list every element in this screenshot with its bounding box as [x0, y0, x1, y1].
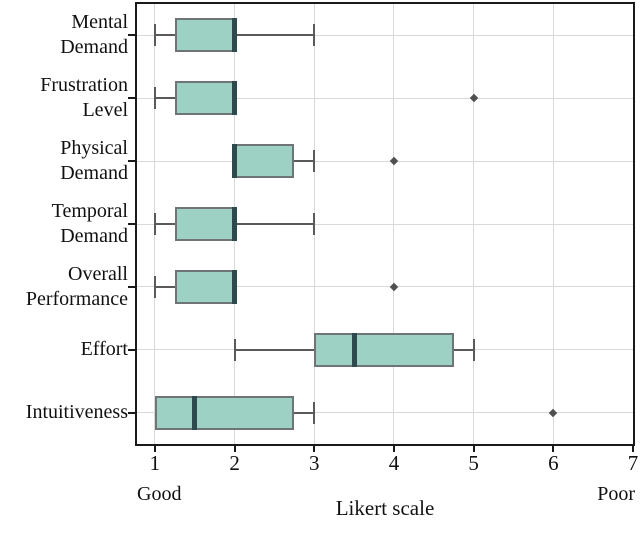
box-physical-demand: [234, 144, 295, 179]
whisker-cap-high-effort: [472, 338, 475, 361]
category-label-frustration-level: Frustration Level: [40, 74, 128, 122]
plot-area: [135, 2, 635, 446]
median-frustration-level: [232, 81, 238, 116]
plot-inner: [137, 4, 633, 444]
whisker-cap-low-frustration-level: [153, 87, 156, 110]
x-axis-title: Likert scale: [335, 496, 435, 520]
median-effort: [351, 332, 357, 367]
box-temporal-demand: [174, 207, 235, 241]
whisker-cap-high-mental-demand: [313, 24, 316, 47]
whisker-cap-low-temporal-demand: [153, 213, 156, 235]
x-tick-mark-6: [552, 446, 555, 452]
x-tick-label-6: 6: [548, 451, 559, 475]
box-intuitiveness: [154, 395, 295, 430]
median-physical-demand: [232, 144, 238, 179]
category-label-mental-demand: Mental Demand: [60, 11, 128, 59]
x-tick-mark-3: [313, 446, 316, 452]
whisker-cap-low-overall-performance: [153, 275, 156, 298]
box-overall-performance: [174, 269, 235, 304]
gridline-horizontal-temporal-demand: [137, 223, 633, 225]
gridline-horizontal-intuitiveness: [137, 412, 633, 414]
whisker-cap-low-effort: [233, 338, 236, 361]
whisker-cap-high-physical-demand: [313, 150, 316, 173]
outlier-overall-performance-0: [389, 282, 399, 292]
x-tick-label-1: 1: [149, 451, 161, 475]
median-mental-demand: [232, 18, 238, 53]
outlier-physical-demand-0: [389, 156, 399, 166]
x-tick-mark-1: [153, 446, 156, 452]
x-tick-mark-7: [632, 446, 634, 452]
x-tick-mark-5: [472, 446, 475, 452]
category-tick-frustration-level: [128, 97, 135, 100]
gridline-horizontal-overall-performance: [137, 286, 633, 288]
category-tick-intuitiveness: [128, 411, 135, 414]
category-label-intuitiveness: Intuitiveness: [25, 401, 128, 424]
category-label-physical-demand: Physical Demand: [60, 137, 128, 185]
x-tick-mark-2: [233, 446, 236, 452]
x-tick-label-3: 3: [309, 451, 320, 475]
median-temporal-demand: [232, 207, 238, 241]
category-label-effort: Effort: [80, 338, 128, 361]
category-tick-temporal-demand: [128, 223, 135, 225]
x-tick-label-2: 2: [229, 451, 240, 475]
category-tick-physical-demand: [128, 160, 135, 163]
x-axis-annotation-good: Good: [137, 483, 182, 505]
median-overall-performance: [232, 269, 238, 304]
median-intuitiveness: [192, 395, 198, 430]
whisker-cap-high-temporal-demand: [313, 213, 316, 235]
category-tick-overall-performance: [128, 285, 135, 288]
x-tick-mark-4: [392, 446, 395, 452]
whisker-cap-high-intuitiveness: [313, 401, 316, 424]
gridline-horizontal-physical-demand: [137, 160, 633, 162]
gridline-horizontal-frustration-level: [137, 97, 633, 99]
outlier-intuitiveness-0: [549, 408, 558, 417]
x-tick-label-7: 7: [627, 451, 639, 475]
category-tick-mental-demand: [128, 34, 135, 37]
outlier-frustration-level-0: [469, 94, 478, 103]
box-mental-demand: [174, 18, 235, 53]
x-tick-label-4: 4: [388, 451, 400, 475]
gridline-horizontal-mental-demand: [137, 34, 633, 36]
category-tick-effort: [128, 348, 135, 351]
box-effort: [314, 332, 454, 367]
x-tick-label-5: 5: [468, 451, 479, 475]
box-frustration-level: [174, 81, 235, 116]
category-label-overall-performance: Overall Performance: [25, 262, 128, 310]
whisker-cap-low-mental-demand: [153, 24, 156, 47]
x-axis-annotation-poor: Poor: [597, 483, 635, 505]
category-label-temporal-demand: Temporal Demand: [51, 200, 128, 247]
